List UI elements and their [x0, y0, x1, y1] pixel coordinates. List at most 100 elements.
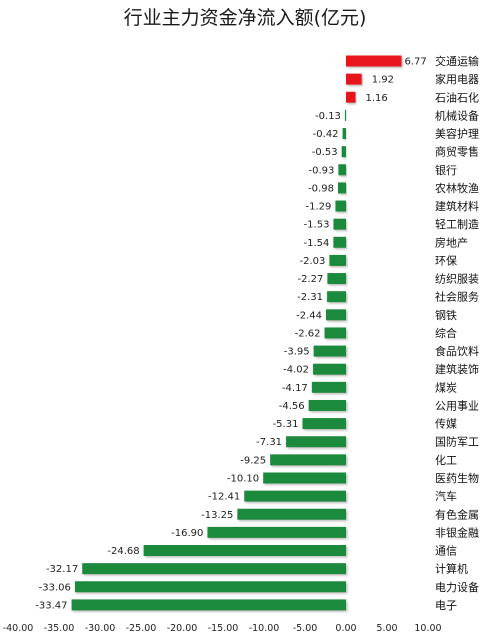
value-label-24: -12.41 — [208, 492, 240, 503]
category-label-9: 轻工制造 — [435, 217, 479, 231]
category-label-28: 计算机 — [435, 562, 468, 576]
category-label-4: 美容护理 — [435, 127, 479, 141]
category-label-11: 环保 — [435, 253, 457, 267]
value-label-29: -33.06 — [39, 582, 71, 593]
category-label-29: 电力设备 — [435, 580, 479, 594]
value-label-8: -1.29 — [306, 202, 332, 213]
value-label-22: -9.25 — [240, 455, 266, 466]
value-label-11: -2.03 — [299, 256, 325, 267]
bar-2 — [346, 91, 356, 103]
bar-5 — [341, 146, 346, 158]
x-tick-label-0: -40.00 — [3, 623, 34, 634]
value-label-5: -0.53 — [312, 147, 338, 158]
bar-8 — [335, 200, 346, 212]
value-label-6: -0.93 — [308, 165, 334, 176]
value-labels-layer: 6.77 1.92 1.16 -0.13 -0.42 -0.53 -0.93 -0.98 -1.… — [35, 57, 426, 612]
category-label-17: 建筑装饰 — [435, 362, 479, 376]
value-label-16: -3.95 — [284, 347, 310, 358]
category-label-1: 家用电器 — [435, 72, 479, 86]
category-label-23: 医药生物 — [435, 471, 479, 485]
bar-14 — [325, 309, 346, 321]
value-label-1: 1.92 — [372, 75, 394, 86]
x-tick-label-10: 10.00 — [414, 623, 441, 634]
category-label-8: 建筑材料 — [435, 199, 479, 213]
category-label-7: 农林牧渔 — [435, 181, 479, 195]
bar-6 — [338, 164, 346, 176]
category-label-10: 房地产 — [435, 235, 468, 249]
bars-layer — [71, 55, 402, 611]
bar-12 — [327, 273, 346, 285]
x-tick-label-7: -5.00 — [293, 623, 318, 634]
bar-11 — [329, 254, 346, 266]
bar-15 — [324, 327, 346, 339]
x-tick-label-8: 0.00 — [335, 623, 356, 634]
value-label-20: -5.31 — [273, 419, 299, 430]
x-tick-label-9: 5.00 — [376, 623, 397, 634]
x-tick-label-3: -25.00 — [126, 623, 157, 634]
bar-9 — [333, 218, 346, 230]
x-tick-label-6: -10.00 — [249, 623, 280, 634]
value-label-3: -0.13 — [315, 111, 341, 122]
category-label-22: 化工 — [435, 453, 457, 467]
bar-0 — [346, 55, 402, 67]
value-label-2: 1.16 — [366, 93, 388, 104]
category-label-6: 银行 — [435, 163, 457, 177]
value-label-0: 6.77 — [405, 57, 427, 68]
category-label-14: 钢铁 — [435, 309, 457, 322]
category-label-19: 公用事业 — [435, 399, 479, 412]
bar-24 — [244, 490, 346, 502]
bar-19 — [308, 399, 346, 411]
x-tick-label-1: -35.00 — [44, 623, 75, 634]
category-label-12: 纺织服装 — [435, 272, 479, 286]
value-label-18: -4.17 — [282, 383, 308, 394]
bar-7 — [337, 182, 346, 194]
chart-title: 行业主力资金净流入额(亿元) — [124, 7, 367, 29]
bar-16 — [313, 345, 346, 357]
bar-20 — [302, 418, 346, 430]
bar-3 — [344, 109, 347, 121]
x-tick-label-5: -15.00 — [208, 623, 239, 634]
category-label-30: 电子 — [435, 599, 457, 612]
bar-30 — [71, 599, 347, 611]
value-label-15: -2.62 — [295, 328, 321, 339]
bar-4 — [342, 128, 346, 140]
value-label-25: -13.25 — [201, 510, 233, 521]
category-label-0: 交通运输 — [435, 54, 479, 68]
bar-21 — [286, 436, 346, 448]
value-label-26: -16.90 — [171, 528, 203, 539]
bar-27 — [143, 545, 346, 557]
bar-25 — [237, 508, 346, 520]
bar-1 — [346, 73, 362, 85]
category-label-27: 通信 — [435, 545, 457, 558]
value-label-13: -2.31 — [297, 292, 323, 303]
bar-18 — [311, 381, 346, 393]
category-label-25: 有色金属 — [435, 507, 479, 521]
value-label-14: -2.44 — [296, 310, 322, 321]
x-tick-label-4: -20.00 — [167, 623, 198, 634]
bar-28 — [82, 563, 347, 575]
bar-17 — [313, 363, 346, 375]
value-label-30: -33.47 — [35, 600, 67, 611]
category-label-18: 煤炭 — [435, 381, 457, 394]
category-label-5: 商贸零售 — [435, 145, 479, 159]
category-label-24: 汽车 — [435, 489, 457, 503]
value-label-4: -0.42 — [313, 129, 339, 140]
bar-23 — [263, 472, 346, 484]
value-label-10: -1.54 — [303, 238, 329, 249]
x-tick-label-2: -30.00 — [85, 623, 116, 634]
value-label-21: -7.31 — [256, 437, 282, 448]
value-label-23: -10.10 — [227, 473, 259, 484]
category-label-26: 非银金融 — [435, 525, 479, 539]
category-label-21: 国防军工 — [435, 435, 479, 449]
x-axis: -40.00 -35.00 -30.00 -25.00 -20.00 -15.00 -10.… — [3, 623, 442, 634]
value-label-27: -24.68 — [107, 546, 139, 557]
bar-10 — [333, 236, 346, 248]
value-label-12: -2.27 — [298, 274, 324, 285]
value-label-19: -4.56 — [279, 401, 305, 412]
value-label-9: -1.53 — [304, 220, 330, 231]
category-label-20: 传媒 — [435, 418, 457, 431]
bar-26 — [207, 526, 346, 538]
category-label-13: 社会服务 — [435, 290, 479, 304]
value-label-7: -0.98 — [308, 183, 334, 194]
